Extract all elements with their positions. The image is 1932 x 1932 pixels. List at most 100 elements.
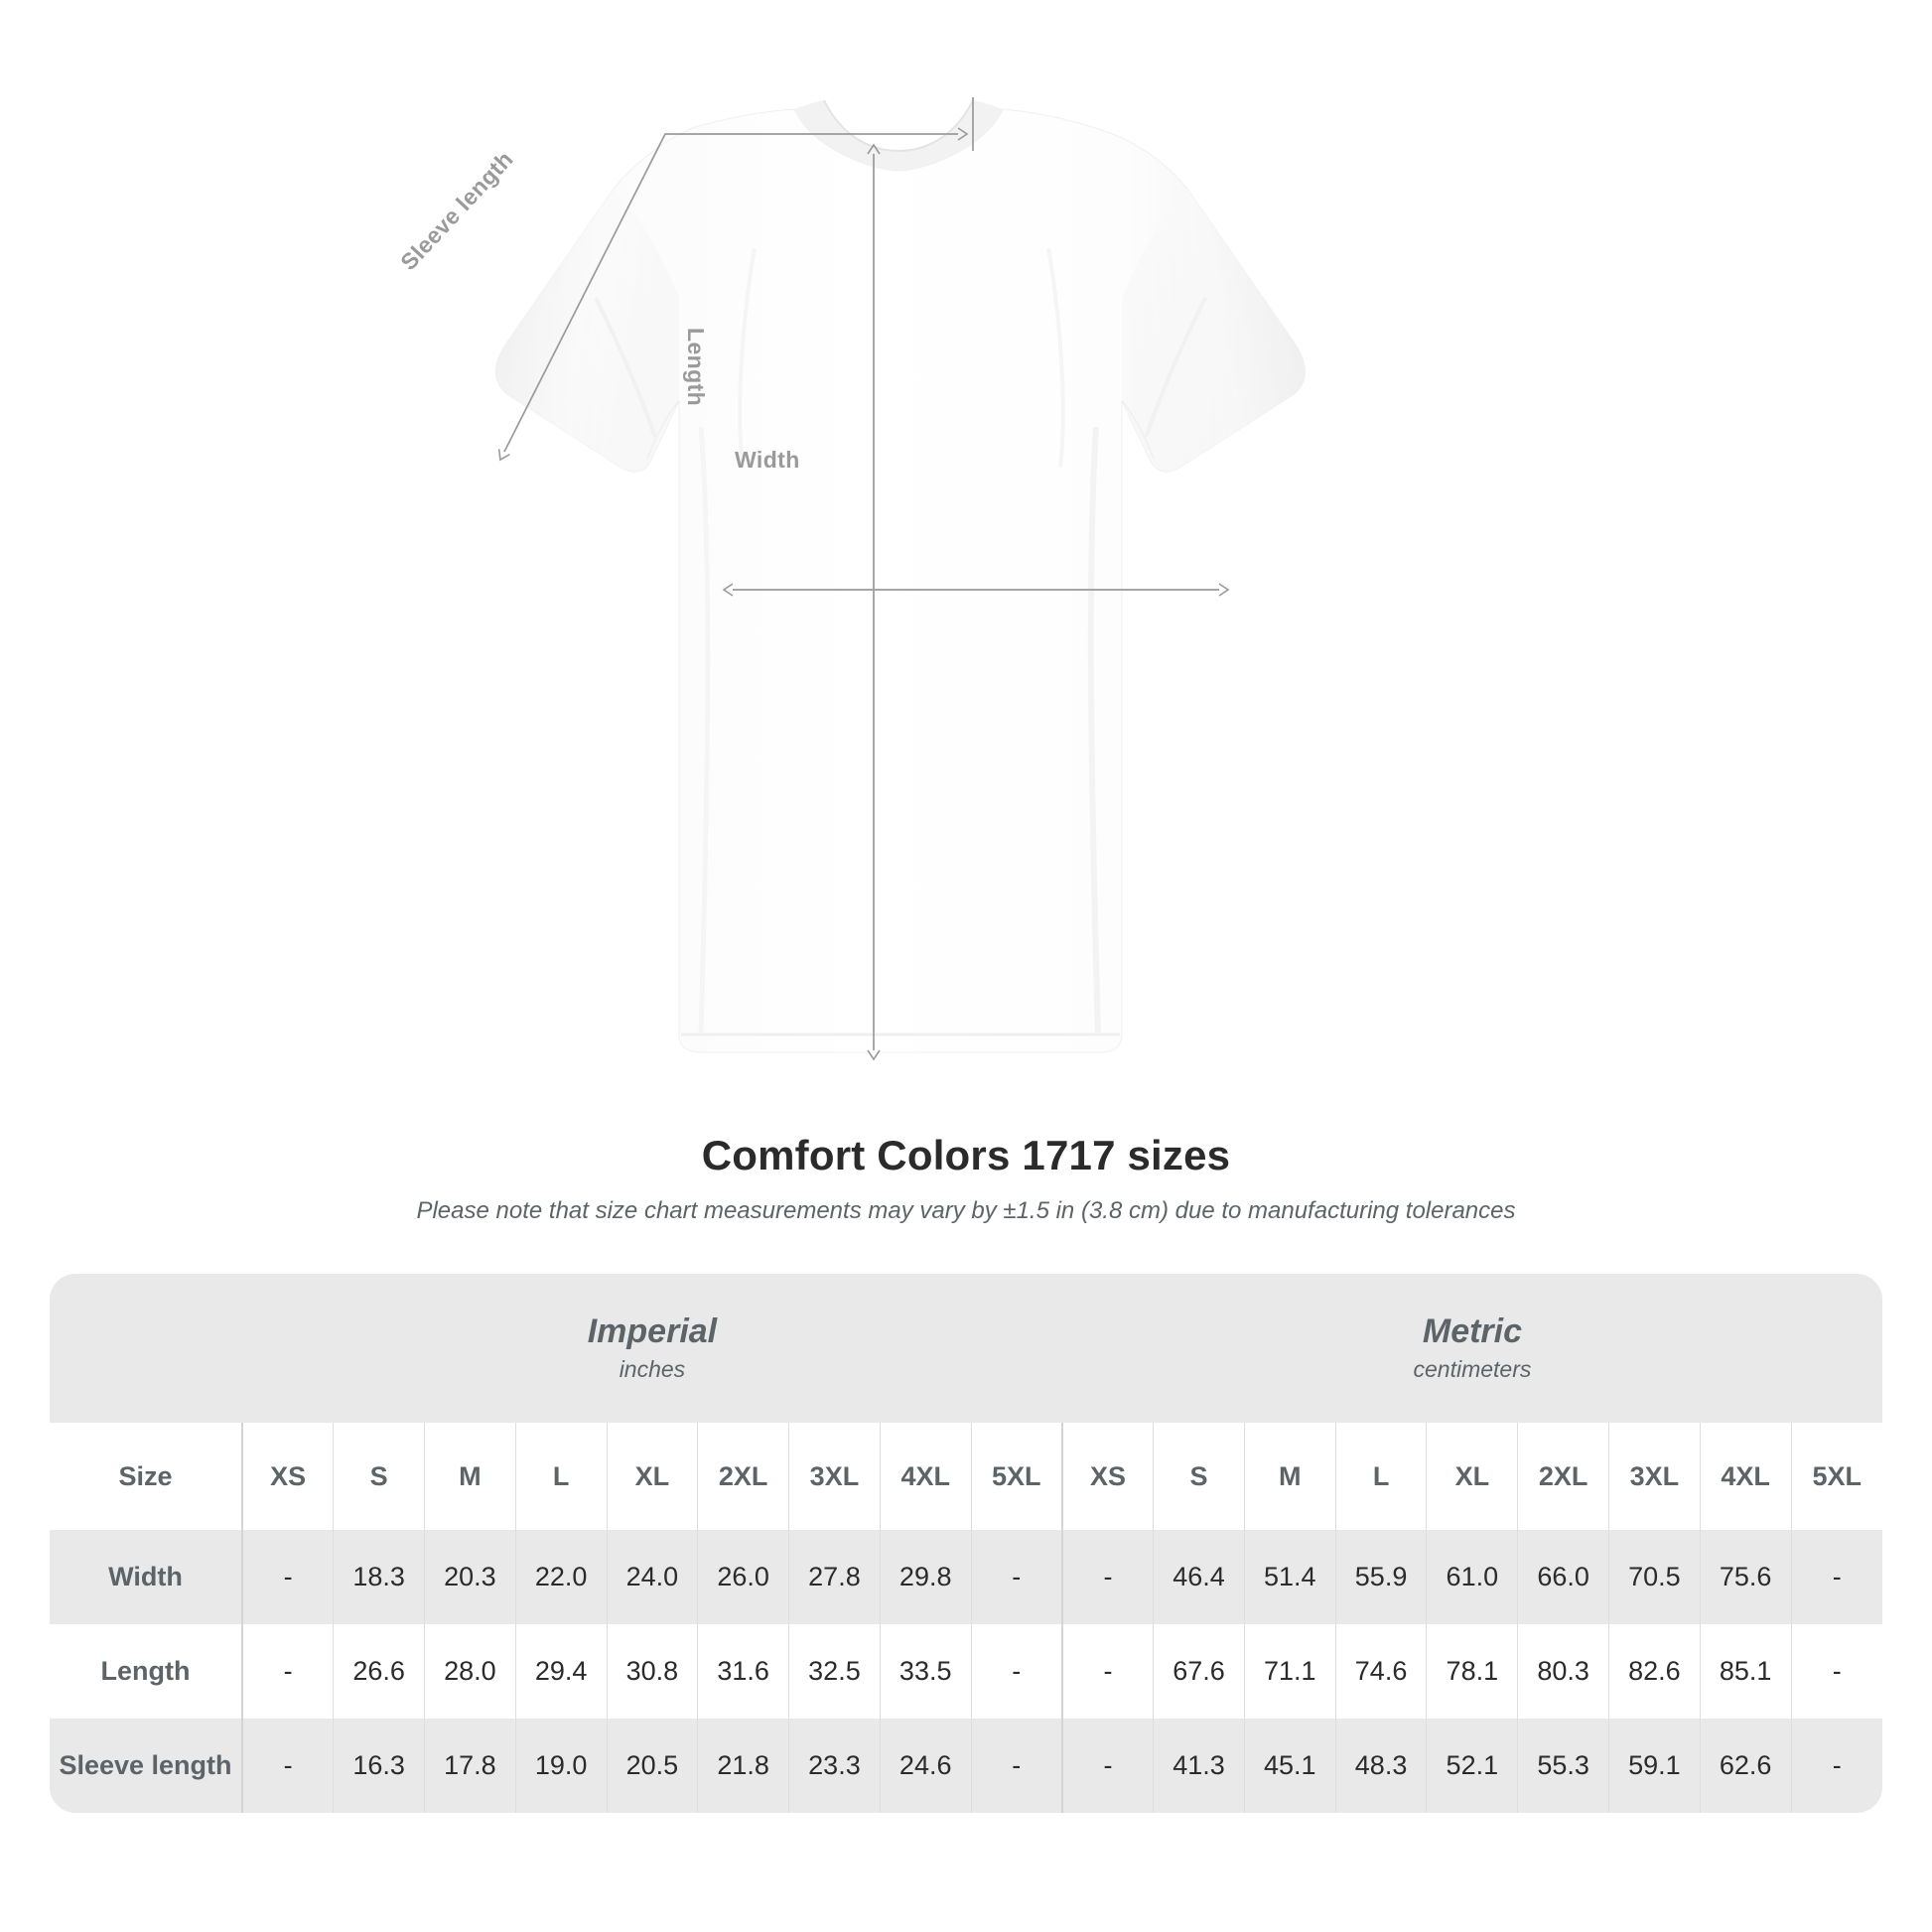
cell-length-metric-5xl: - (1790, 1624, 1882, 1719)
cell-sleeve-imperial-4xl: 24.6 (879, 1719, 972, 1813)
cell-width-imperial-xs: - (240, 1530, 334, 1624)
cell-length-metric-l: 74.6 (1334, 1624, 1427, 1719)
size-table-container: Imperial inches Metric centimeters Size … (50, 1274, 1882, 1813)
tshirt-diagram-svg (495, 97, 1306, 1061)
width-dimension-label: Width (735, 447, 800, 473)
row-label-sleeve-length: Sleeve length (50, 1719, 242, 1813)
cell-length-imperial-4xl: 33.5 (879, 1624, 972, 1719)
unit-group-metric-sub: centimeters (1413, 1356, 1532, 1382)
col-header-metric-3xl: 3XL (1607, 1423, 1701, 1530)
cell-width-metric-s: 46.4 (1153, 1530, 1245, 1624)
cell-width-imperial-l: 22.0 (514, 1530, 608, 1624)
cell-width-imperial-m: 20.3 (424, 1530, 516, 1624)
table-row-sleeve-length: Sleeve length - 16.3 17.8 19.0 20.5 21.8… (50, 1719, 1882, 1813)
cell-width-metric-xl: 61.0 (1426, 1530, 1518, 1624)
col-header-imperial-m: M (424, 1423, 516, 1530)
unit-group-imperial-sub: inches (619, 1356, 686, 1382)
cell-length-imperial-5xl: - (970, 1624, 1062, 1719)
col-header-metric-m: M (1243, 1423, 1336, 1530)
col-header-metric-xl: XL (1426, 1423, 1518, 1530)
cell-width-imperial-s: 18.3 (333, 1530, 425, 1624)
cell-sleeve-imperial-5xl: - (970, 1719, 1062, 1813)
table-row-width: Width - 18.3 20.3 22.0 24.0 26.0 27.8 29… (50, 1530, 1882, 1624)
chart-heading-block: Comfort Colors 1717 sizes Please note th… (0, 1132, 1932, 1225)
cell-width-imperial-xl: 24.0 (606, 1530, 698, 1624)
row-label-length: Length (50, 1624, 242, 1719)
cell-length-imperial-s: 26.6 (333, 1624, 425, 1719)
cell-sleeve-imperial-l: 19.0 (514, 1719, 608, 1813)
garment-illustration: Sleeve length Length Width (395, 97, 1306, 1061)
length-dimension-label: Length (683, 328, 709, 407)
cell-length-metric-s: 67.6 (1153, 1624, 1245, 1719)
cell-length-imperial-xl: 30.8 (606, 1624, 698, 1719)
cell-sleeve-metric-4xl: 62.6 (1699, 1719, 1792, 1813)
cell-length-metric-4xl: 85.1 (1699, 1624, 1792, 1719)
cell-sleeve-imperial-3xl: 23.3 (788, 1719, 881, 1813)
col-header-metric-2xl: 2XL (1517, 1423, 1609, 1530)
col-header-imperial-l: L (514, 1423, 608, 1530)
size-table: Imperial inches Metric centimeters Size … (50, 1274, 1882, 1813)
unit-group-imperial-name: Imperial (587, 1311, 718, 1350)
cell-length-imperial-l: 29.4 (514, 1624, 608, 1719)
unit-group-metric: Metric centimeters (1061, 1274, 1882, 1423)
unit-row-spacer (50, 1274, 242, 1423)
cell-sleeve-imperial-xl: 20.5 (606, 1719, 698, 1813)
cell-length-metric-m: 71.1 (1243, 1624, 1336, 1719)
cell-width-imperial-2xl: 26.0 (697, 1530, 789, 1624)
cell-width-imperial-3xl: 27.8 (788, 1530, 881, 1624)
row-label-width: Width (50, 1530, 242, 1624)
size-header-label: Size (50, 1423, 242, 1530)
col-header-imperial-5xl: 5XL (970, 1423, 1062, 1530)
col-header-imperial-2xl: 2XL (697, 1423, 789, 1530)
unit-group-metric-name: Metric (1422, 1311, 1523, 1350)
cell-width-metric-xs: - (1060, 1530, 1154, 1624)
cell-width-metric-4xl: 75.6 (1699, 1530, 1792, 1624)
cell-sleeve-metric-s: 41.3 (1153, 1719, 1245, 1813)
cell-length-metric-3xl: 82.6 (1607, 1624, 1701, 1719)
cell-sleeve-metric-xl: 52.1 (1426, 1719, 1518, 1813)
cell-width-metric-2xl: 66.0 (1517, 1530, 1609, 1624)
cell-sleeve-imperial-xs: - (240, 1719, 334, 1813)
col-header-imperial-xs: XS (240, 1423, 334, 1530)
cell-width-metric-5xl: - (1790, 1530, 1882, 1624)
cell-sleeve-imperial-2xl: 21.8 (697, 1719, 789, 1813)
col-header-metric-4xl: 4XL (1699, 1423, 1792, 1530)
cell-width-metric-3xl: 70.5 (1607, 1530, 1701, 1624)
cell-length-imperial-2xl: 31.6 (697, 1624, 789, 1719)
cell-sleeve-imperial-m: 17.8 (424, 1719, 516, 1813)
cell-width-imperial-4xl: 29.8 (879, 1530, 972, 1624)
col-header-metric-5xl: 5XL (1790, 1423, 1882, 1530)
unit-group-row: Imperial inches Metric centimeters (50, 1274, 1882, 1423)
cell-length-imperial-m: 28.0 (424, 1624, 516, 1719)
cell-sleeve-metric-xs: - (1060, 1719, 1154, 1813)
sleeve-length-dimension (497, 97, 974, 462)
cell-width-metric-m: 51.4 (1243, 1530, 1336, 1624)
cell-width-imperial-5xl: - (970, 1530, 1062, 1624)
cell-length-metric-2xl: 80.3 (1517, 1624, 1609, 1719)
cell-sleeve-metric-3xl: 59.1 (1607, 1719, 1701, 1813)
cell-sleeve-metric-5xl: - (1790, 1719, 1882, 1813)
cell-sleeve-metric-m: 45.1 (1243, 1719, 1336, 1813)
cell-width-metric-l: 55.9 (1334, 1530, 1427, 1624)
cell-sleeve-metric-2xl: 55.3 (1517, 1719, 1609, 1813)
col-header-metric-s: S (1153, 1423, 1245, 1530)
page-title: Comfort Colors 1717 sizes (701, 1132, 1231, 1178)
col-header-imperial-4xl: 4XL (879, 1423, 972, 1530)
cell-length-metric-xs: - (1060, 1624, 1154, 1719)
tshirt-body (495, 99, 1306, 1053)
cell-sleeve-metric-l: 48.3 (1334, 1719, 1427, 1813)
col-header-imperial-s: S (333, 1423, 425, 1530)
cell-length-imperial-3xl: 32.5 (788, 1624, 881, 1719)
cell-sleeve-imperial-s: 16.3 (333, 1719, 425, 1813)
size-header-row: Size XS S M L XL 2XL 3XL 4XL 5XL XS S M … (50, 1423, 1882, 1530)
cell-length-metric-xl: 78.1 (1426, 1624, 1518, 1719)
col-header-imperial-xl: XL (606, 1423, 698, 1530)
col-header-metric-xs: XS (1060, 1423, 1154, 1530)
cell-length-imperial-xs: - (240, 1624, 334, 1719)
unit-group-imperial: Imperial inches (241, 1274, 1062, 1423)
col-header-metric-l: L (1334, 1423, 1427, 1530)
tolerance-note: Please note that size chart measurements… (416, 1197, 1516, 1224)
col-header-imperial-3xl: 3XL (788, 1423, 881, 1530)
table-row-length: Length - 26.6 28.0 29.4 30.8 31.6 32.5 3… (50, 1624, 1882, 1719)
